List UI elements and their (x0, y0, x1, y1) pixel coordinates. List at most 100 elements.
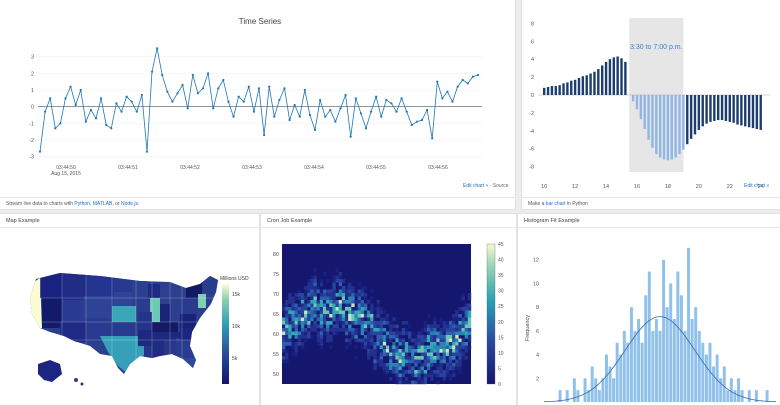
cron-heatmap-cell (398, 331, 402, 336)
cron-heatmap-cell (455, 363, 459, 367)
state-california[interactable] (28, 278, 42, 328)
cron-heatmap-cell (319, 279, 324, 283)
cron-heatmap-cell (319, 296, 324, 301)
cron-heatmap-cell (467, 338, 472, 343)
cron-heatmap-cell (376, 324, 380, 329)
state-pennsylvania[interactable] (182, 298, 198, 314)
bars-bar (689, 95, 693, 139)
state-mississippi[interactable] (152, 340, 164, 360)
state-oregon[interactable] (40, 272, 62, 298)
histfit-bar (629, 307, 633, 402)
cron-heatmap-cell (310, 275, 314, 280)
cron-heatmap-cell (423, 377, 428, 381)
state-hawaii-2[interactable] (80, 382, 84, 386)
bars-bar (624, 61, 627, 95)
cron-heatmap-cell (285, 352, 289, 357)
state-colorado[interactable] (84, 296, 112, 318)
cron-heatmap-cell (467, 293, 472, 297)
state-alaska[interactable] (38, 360, 62, 382)
cron-heatmap-cell (370, 317, 374, 322)
bars-y-tick: -2 (529, 111, 534, 117)
state-kansas[interactable] (112, 306, 136, 322)
timeseries-edit-link[interactable]: Edit chart » (463, 183, 489, 189)
cron-heatmap-cell (436, 356, 440, 360)
cron-heatmap-cell (452, 342, 456, 346)
state-kentucky[interactable] (152, 322, 178, 332)
bars-edit-link[interactable]: Edit chart » (744, 183, 770, 189)
state-arizona[interactable] (60, 322, 86, 342)
cron-heatmap-cell (461, 321, 465, 325)
cron-heatmap-cell (297, 314, 302, 318)
cron-heatmap-cell (395, 356, 399, 360)
state-minnesota[interactable] (132, 276, 148, 298)
cron-heatmap-cell (316, 338, 320, 343)
cron-heatmap-cell (288, 314, 292, 318)
state-wisconsin[interactable] (148, 284, 160, 298)
cron-heatmap-cell (294, 314, 298, 318)
state-montana[interactable] (86, 272, 114, 296)
cron-heatmap-cell (448, 338, 453, 343)
python-link[interactable]: Python (74, 201, 90, 207)
cron-heatmap-cell (329, 321, 333, 325)
timeseries-point (344, 93, 347, 97)
cron-heatmap-cell (373, 345, 377, 350)
matlab-link[interactable]: MATLAB (92, 201, 113, 207)
cron-heatmap-cell (348, 303, 352, 308)
cron-heatmap-cell (420, 331, 424, 336)
state-iowa[interactable] (136, 298, 150, 312)
cron-heatmap-cell (420, 335, 424, 339)
nodejs-link[interactable]: Node.js (121, 201, 138, 207)
state-georgia[interactable] (176, 338, 190, 358)
state-south-dakota[interactable] (114, 292, 132, 306)
state-idaho[interactable] (62, 272, 86, 300)
cron-heatmap-cell (288, 342, 292, 346)
timeseries-source-link[interactable]: · Source (488, 183, 509, 189)
cron-y-tick: 55 (273, 352, 279, 358)
cron-heatmap-cell (341, 321, 346, 325)
state-new-jersey[interactable] (198, 294, 206, 308)
bars-bar (651, 95, 654, 148)
state-utah[interactable] (62, 300, 84, 322)
timeseries-point (410, 123, 413, 127)
cron-heatmap-cell (332, 282, 336, 287)
timeseries-point (59, 122, 62, 125)
cron-heatmap-cell (379, 331, 383, 336)
cron-heatmap-cell (285, 321, 289, 325)
cron-heatmap-cell (430, 342, 434, 346)
cron-y-tick: 75 (273, 272, 279, 278)
cron-heatmap-cell (442, 373, 446, 378)
cron-heatmap-cell (285, 303, 289, 308)
state-ohio[interactable] (170, 302, 182, 320)
state-arkansas[interactable] (138, 330, 152, 346)
state-carolinas[interactable] (180, 328, 198, 340)
state-oklahoma[interactable] (108, 322, 138, 336)
state-michigan[interactable] (160, 288, 174, 304)
cron-colorbar-tick: 30 (498, 289, 504, 295)
state-indiana[interactable] (160, 304, 170, 322)
cron-heatmap-cell (367, 342, 371, 346)
state-florida[interactable] (176, 358, 196, 374)
timeseries-point (130, 100, 133, 103)
timeseries-point (441, 97, 444, 100)
state-texas[interactable] (100, 336, 150, 374)
cron-heatmap-cell (408, 356, 412, 360)
state-tennessee[interactable] (152, 332, 180, 340)
cron-heatmap-cell (395, 363, 399, 367)
state-north-dakota[interactable] (114, 276, 132, 292)
state-new-england[interactable] (202, 274, 218, 294)
state-missouri[interactable] (138, 312, 152, 330)
cron-heatmap-cell (455, 310, 459, 315)
bar-chart-link[interactable]: bar chart (545, 201, 566, 207)
cron-heatmap-cell (373, 363, 377, 367)
state-virginia[interactable] (180, 314, 196, 328)
state-hawaii[interactable] (74, 378, 78, 382)
histfit-y-label: Frequency (525, 315, 531, 341)
cron-heatmap-cell (294, 331, 298, 336)
cron-heatmap-cell (367, 349, 371, 353)
histfit-bar (697, 330, 701, 402)
state-illinois[interactable] (150, 298, 160, 322)
histfit-bar (658, 330, 662, 402)
bars-bar (585, 75, 588, 95)
cron-heatmap-cell (285, 310, 289, 315)
state-nevada[interactable] (42, 298, 62, 328)
